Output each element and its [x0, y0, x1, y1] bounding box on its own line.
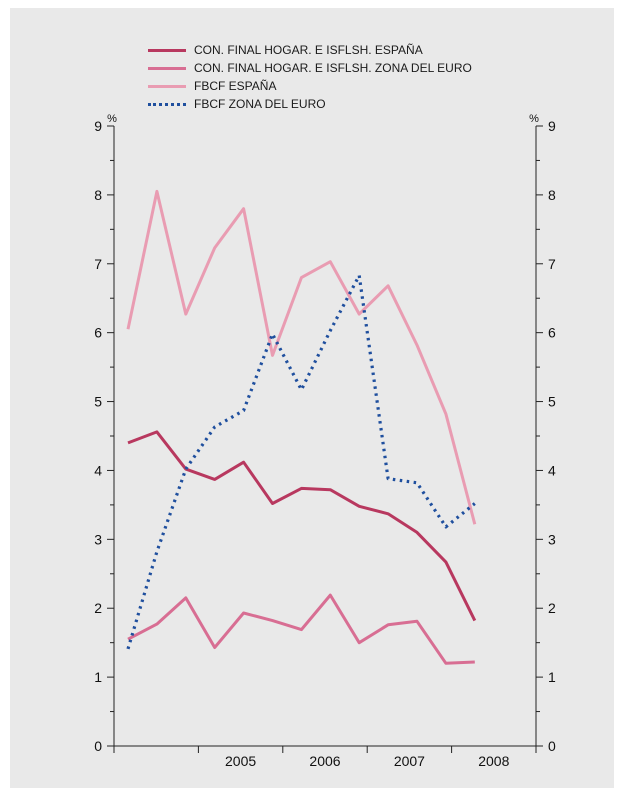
legend: CON. FINAL HOGAR. E ISFLSH. ESPAÑA CON. F…	[148, 41, 472, 113]
y-tick-label-left: 5	[94, 394, 102, 410]
line-chart: 0 0 1 1 2 2 3 3 4 4 5 5 6 6 7 7 8 8 9 9% % 2005 2006 2007 2008	[94, 113, 556, 769]
y-tick-label-right: 5	[548, 394, 556, 410]
y-tick-label-left: 0	[94, 738, 102, 754]
legend-label: CON. FINAL HOGAR. E ISFLSH. ESPAÑA	[194, 43, 423, 57]
y-unit-left: %	[107, 113, 117, 125]
y-tick-label-right: 3	[548, 531, 556, 547]
legend-item: CON. FINAL HOGAR. E ISFLSH. ZONA DEL EUR…	[148, 59, 472, 77]
x-tick-label: 2005	[225, 753, 256, 769]
y-tick-label-left: 2	[94, 600, 102, 616]
y-tick-label-left: 6	[94, 325, 102, 341]
x-tick-label: 2006	[309, 753, 340, 769]
legend-label: CON. FINAL HOGAR. E ISFLSH. ZONA DEL EUR…	[194, 61, 472, 75]
y-tick-label-right: 0	[548, 738, 556, 754]
y-tick-label-right: 1	[548, 669, 556, 685]
chart-panel: 0 0 1 1 2 2 3 3 4 4 5 5 6 6 7 7 8 8 9 9%% 2005 2006 2007 2008 C…	[10, 8, 614, 788]
y-unit-right: %	[529, 113, 539, 125]
legend-label: FBCF ZONA DEL EURO	[194, 97, 326, 111]
y-tick-label-right: 7	[548, 256, 556, 272]
series-line-2	[127, 593, 475, 665]
series-line-3	[126, 189, 477, 525]
y-tick-label-right: 9	[548, 118, 556, 134]
legend-swatch	[148, 102, 186, 106]
y-tick-label-right: 6	[548, 325, 556, 341]
legend-swatch	[148, 66, 186, 70]
y-tick-label-right: 2	[548, 600, 556, 616]
legend-swatch	[148, 84, 186, 88]
legend-swatch	[148, 48, 186, 52]
y-tick-label-left: 7	[94, 256, 102, 272]
legend-item: FBCF ESPAÑA	[148, 77, 472, 95]
y-tick-label-right: 4	[548, 462, 556, 478]
y-tick-label-left: 4	[94, 462, 102, 478]
legend-label: FBCF ESPAÑA	[194, 79, 277, 93]
x-tick-label: 2007	[394, 753, 425, 769]
y-tick-label-left: 8	[94, 187, 102, 203]
y-tick-label-left: 9	[94, 118, 102, 134]
legend-item: CON. FINAL HOGAR. E ISFLSH. ESPAÑA	[148, 41, 472, 59]
x-tick-label: 2008	[478, 753, 509, 769]
legend-item: FBCF ZONA DEL EURO	[148, 95, 472, 113]
y-tick-label-left: 3	[94, 531, 102, 547]
y-tick-label-left: 1	[94, 669, 102, 685]
y-tick-label-right: 8	[548, 187, 556, 203]
series-line-1	[127, 430, 477, 622]
